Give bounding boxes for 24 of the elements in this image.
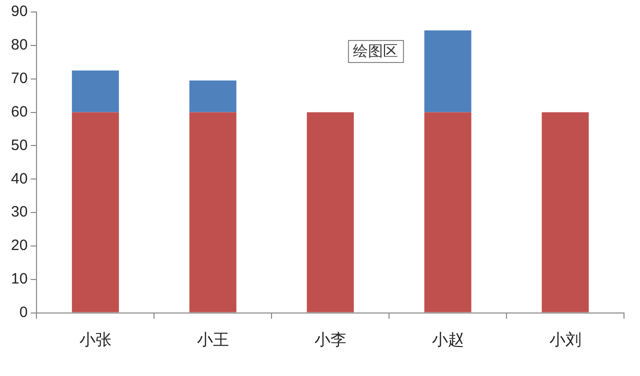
bar [189, 80, 236, 112]
bar [424, 112, 472, 312]
x-tick-label: 小王 [196, 330, 229, 349]
x-tick-label: 小赵 [432, 330, 464, 349]
y-tick-label: 80 [10, 36, 28, 54]
bar [189, 112, 236, 312]
bar [424, 30, 472, 112]
y-tick-label: 70 [10, 70, 28, 87]
bar [72, 70, 119, 112]
y-tick-label: 40 [10, 170, 28, 188]
y-tick-label: 0 [19, 304, 28, 321]
x-tick-label: 小刘 [549, 330, 582, 349]
bar [542, 112, 589, 312]
y-tick-label: 60 [10, 103, 28, 120]
y-tick-label: 30 [10, 204, 28, 221]
y-tick-label: 90 [10, 3, 28, 20]
y-tick-label: 10 [10, 270, 28, 288]
bar [306, 112, 354, 312]
y-tick-label: 50 [10, 136, 28, 154]
annotation: 绘图区 [352, 43, 398, 60]
bar [72, 112, 119, 312]
y-tick-label: 20 [10, 237, 28, 254]
x-tick-label: 小张 [79, 330, 112, 349]
x-tick-label: 小李 [314, 330, 346, 349]
